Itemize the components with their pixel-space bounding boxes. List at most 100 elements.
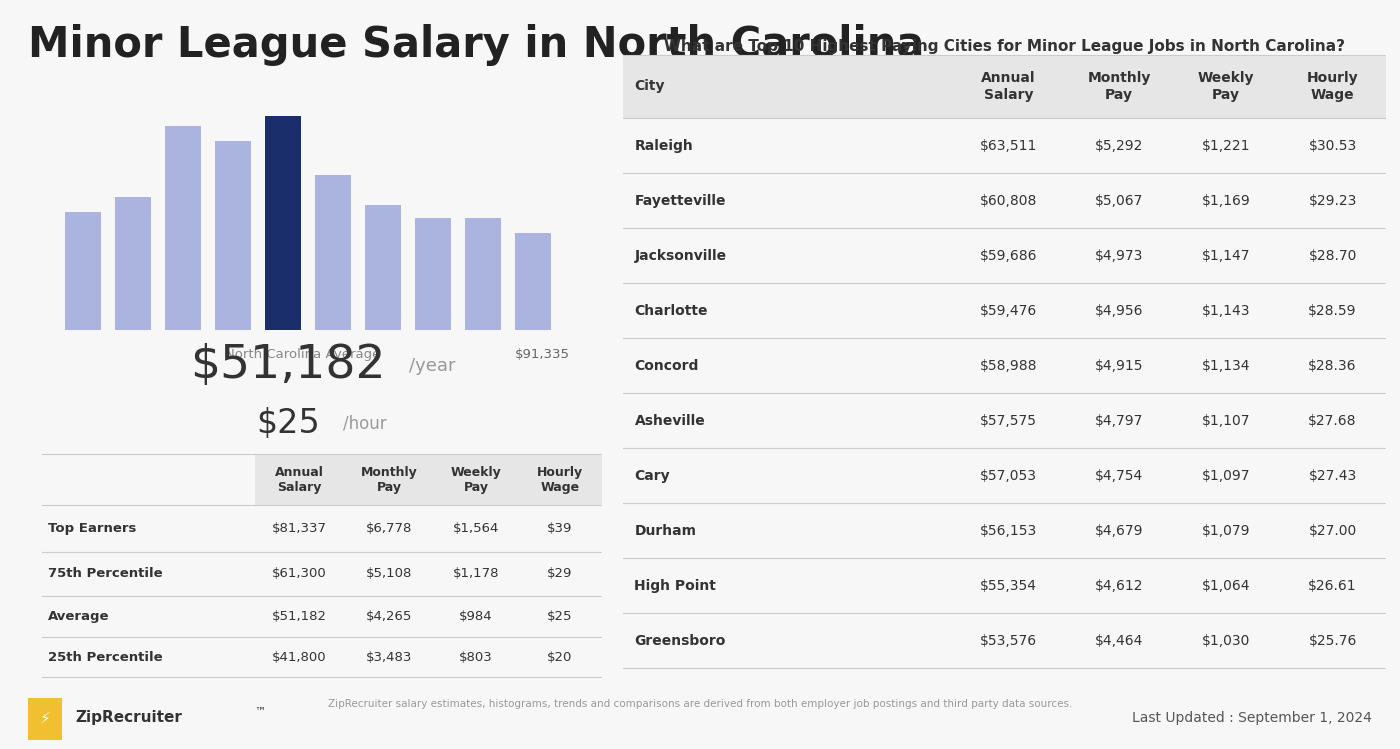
Text: $26.61: $26.61 (1308, 579, 1357, 593)
Text: $55,354: $55,354 (980, 579, 1037, 593)
Text: City: City (634, 79, 665, 94)
Text: $4,754: $4,754 (1095, 469, 1142, 483)
Text: $5,108: $5,108 (365, 567, 413, 580)
Bar (216, 142, 251, 330)
Text: $4,265: $4,265 (365, 610, 413, 623)
Bar (255, 454, 602, 505)
Text: Annual
Salary: Annual Salary (981, 71, 1036, 102)
Text: $1,134: $1,134 (1201, 359, 1250, 373)
Text: $53,576: $53,576 (980, 634, 1037, 648)
Text: $5,067: $5,067 (1095, 193, 1144, 207)
Text: $25: $25 (256, 407, 319, 440)
Text: $4,679: $4,679 (1095, 524, 1144, 538)
Text: Cary: Cary (634, 469, 671, 483)
Text: $4,612: $4,612 (1095, 579, 1144, 593)
Text: $91,335: $91,335 (515, 348, 570, 360)
Text: $27.00: $27.00 (1309, 524, 1357, 538)
Text: What are Top 10 Highest Paying Cities for Minor League Jobs in North Carolina?: What are Top 10 Highest Paying Cities fo… (664, 39, 1345, 54)
Text: $25.76: $25.76 (1309, 634, 1357, 648)
Text: $20: $20 (547, 651, 573, 664)
Text: $41,800: $41,800 (272, 651, 328, 664)
Text: $4,464: $4,464 (1095, 634, 1144, 648)
Text: Fayetteville: Fayetteville (634, 193, 727, 207)
Text: 25th Percentile: 25th Percentile (48, 651, 162, 664)
Bar (165, 127, 202, 330)
Text: Average: Average (48, 610, 109, 623)
Text: Greensboro: Greensboro (634, 634, 725, 648)
Bar (414, 218, 451, 330)
Text: Annual
Salary: Annual Salary (276, 466, 323, 494)
Text: $1,178: $1,178 (452, 567, 500, 580)
Bar (28, 698, 62, 740)
Text: Top Earners: Top Earners (48, 522, 136, 535)
Text: Minor League Salary in North Carolina: Minor League Salary in North Carolina (28, 24, 924, 66)
Text: $1,169: $1,169 (1201, 193, 1250, 207)
Text: $1,143: $1,143 (1201, 303, 1250, 318)
Text: $4,915: $4,915 (1095, 359, 1144, 373)
Text: $58,988: $58,988 (980, 359, 1037, 373)
Text: $1,221: $1,221 (1201, 139, 1250, 153)
Text: Charlotte: Charlotte (634, 303, 708, 318)
Text: $1,097: $1,097 (1201, 469, 1250, 483)
Text: Raleigh: Raleigh (634, 139, 693, 153)
Text: /hour: /hour (343, 414, 386, 432)
Text: Weekly
Pay: Weekly Pay (451, 466, 501, 494)
Text: $1,107: $1,107 (1201, 413, 1250, 428)
Text: $1,079: $1,079 (1201, 524, 1250, 538)
Text: ZipRecruiter salary estimates, histograms, trends and comparisons are derived fr: ZipRecruiter salary estimates, histogram… (328, 699, 1072, 709)
Text: $5,292: $5,292 (1095, 139, 1144, 153)
Bar (365, 205, 400, 330)
Text: ™: ™ (255, 707, 266, 717)
Text: $4,956: $4,956 (1095, 303, 1144, 318)
Text: $29.23: $29.23 (1309, 193, 1357, 207)
Text: Jacksonville: Jacksonville (634, 249, 727, 263)
Text: $57,575: $57,575 (980, 413, 1037, 428)
Bar (315, 175, 351, 330)
Text: Hourly
Wage: Hourly Wage (538, 466, 582, 494)
Text: $27.43: $27.43 (1309, 469, 1357, 483)
Text: 75th Percentile: 75th Percentile (48, 567, 162, 580)
Text: Hourly
Wage: Hourly Wage (1306, 71, 1358, 102)
Text: $60,808: $60,808 (980, 193, 1037, 207)
Text: Asheville: Asheville (634, 413, 706, 428)
Text: $28.59: $28.59 (1309, 303, 1357, 318)
Bar (515, 233, 550, 330)
Text: $30.53: $30.53 (1309, 139, 1357, 153)
Text: Concord: Concord (634, 359, 699, 373)
Text: $59,476: $59,476 (980, 303, 1037, 318)
Text: $28.70: $28.70 (1309, 249, 1357, 263)
Text: $51,182: $51,182 (272, 610, 328, 623)
Text: $51,182: $51,182 (190, 343, 385, 388)
Text: $59,686: $59,686 (980, 249, 1037, 263)
Bar (265, 115, 301, 330)
Text: $57,053: $57,053 (980, 469, 1037, 483)
Bar (115, 197, 151, 330)
Text: $56,153: $56,153 (980, 524, 1037, 538)
Text: $3,483: $3,483 (365, 651, 413, 664)
Bar (66, 212, 101, 330)
Text: $1,147: $1,147 (1201, 249, 1250, 263)
Text: $29: $29 (547, 567, 573, 580)
Text: High Point: High Point (634, 579, 717, 593)
Text: /year: /year (409, 357, 455, 374)
Text: ZipRecruiter: ZipRecruiter (76, 710, 182, 725)
Text: $81,337: $81,337 (272, 522, 328, 535)
Text: Monthly
Pay: Monthly Pay (361, 466, 417, 494)
Text: Last Updated : September 1, 2024: Last Updated : September 1, 2024 (1133, 711, 1372, 725)
Text: $1,564: $1,564 (452, 522, 500, 535)
Text: $63,511: $63,511 (980, 139, 1037, 153)
Text: Durham: Durham (634, 524, 696, 538)
Text: $4,973: $4,973 (1095, 249, 1144, 263)
Text: ⚡: ⚡ (39, 710, 50, 725)
Text: $39: $39 (547, 522, 573, 535)
Text: $25: $25 (547, 610, 573, 623)
Text: Monthly
Pay: Monthly Pay (1088, 71, 1151, 102)
Bar (623, 55, 1386, 118)
Text: North Carolina Average: North Carolina Average (225, 348, 381, 360)
Text: $27.68: $27.68 (1309, 413, 1357, 428)
Text: $1,064: $1,064 (1201, 579, 1250, 593)
Text: $4,797: $4,797 (1095, 413, 1144, 428)
Text: $28.36: $28.36 (1309, 359, 1357, 373)
Text: $61,300: $61,300 (272, 567, 328, 580)
Text: $803: $803 (459, 651, 493, 664)
